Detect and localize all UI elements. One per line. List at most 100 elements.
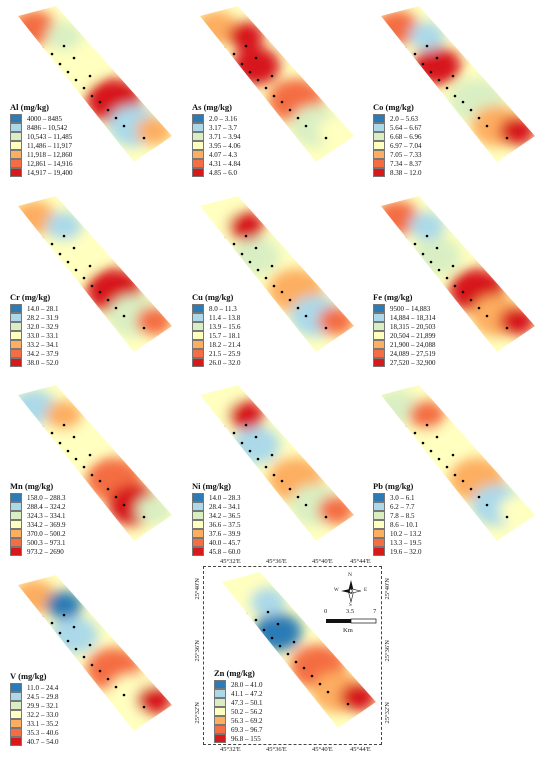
scale-unit: Km	[343, 627, 353, 634]
sample-point	[469, 298, 473, 302]
legend-item: 8.0 – 11.3	[192, 304, 302, 313]
legend-label: 973.2 – 2690	[27, 547, 64, 556]
legend-label: 7.8 – 8.5	[390, 511, 415, 520]
sample-point	[88, 643, 92, 647]
sample-point	[232, 431, 236, 435]
legend-item: 35.3 – 40.6	[10, 728, 120, 737]
sample-point	[421, 441, 425, 445]
sample-point	[413, 431, 417, 435]
lon-label-top-1: 45°32'E	[220, 558, 241, 565]
legend-item: 13.9 – 15.6	[192, 322, 302, 331]
legend-item: 158.0 – 288.3	[10, 493, 120, 502]
sample-point	[50, 431, 54, 435]
legend-item: 3.0 – 6.1	[373, 493, 483, 502]
legend-item: 33.0 – 33.1	[10, 331, 120, 340]
sample-point	[505, 136, 509, 140]
legend-item: 4.85 – 6.0	[192, 168, 302, 177]
legend-swatch	[373, 529, 385, 538]
legend-swatch	[10, 340, 22, 349]
legend-swatch	[10, 322, 22, 331]
sample-point	[90, 663, 94, 667]
sample-point	[114, 116, 118, 120]
sample-point	[469, 108, 473, 112]
legend-label: 35.3 – 40.6	[27, 728, 59, 737]
sample-point	[122, 124, 126, 128]
legend-title: Pb (mg/kg)	[373, 481, 414, 491]
legend-item: 36.6 – 37.5	[192, 520, 302, 529]
legend-item: 20,504 – 21,899	[373, 331, 483, 340]
legend: Al (mg/kg) 4000 – 8485 8486 – 10,542 10,543…	[10, 102, 120, 177]
legend-swatch	[10, 132, 22, 141]
sample-point	[90, 94, 94, 98]
legend-title: Co (mg/kg)	[373, 102, 414, 112]
legend-item: 50.2 – 56.2	[214, 707, 324, 716]
sample-point	[114, 495, 118, 499]
interpolation-map	[18, 6, 172, 162]
sample-point	[324, 326, 328, 330]
legend-item: 27,520 – 32,900	[373, 358, 483, 367]
legend-swatch	[10, 304, 22, 313]
legend-label: 13.9 – 15.6	[209, 322, 241, 331]
legend-item: 14.0 – 28.1	[10, 304, 120, 313]
sample-point	[453, 473, 457, 477]
sample-point	[240, 252, 244, 256]
legend: V (mg/kg) 11.0 – 24.4 24.5 – 29.8 29.9 – 32…	[10, 671, 120, 746]
sample-point	[142, 326, 146, 330]
legend-label: 14.0 – 28.3	[209, 493, 241, 502]
sample-point	[222, 46, 226, 50]
legend-item: 3.95 – 4.06	[192, 141, 302, 150]
legend-item: 41.1 – 47.2	[214, 689, 324, 698]
legend-label: 6.97 – 7.04	[390, 141, 422, 150]
legend-label: 21,900 – 24,088	[390, 340, 436, 349]
legend-swatch	[10, 123, 22, 132]
legend-label: 6.68 – 6.96	[390, 132, 422, 141]
sample-point	[445, 276, 449, 280]
value-zone	[409, 21, 445, 51]
sample-point	[142, 136, 146, 140]
legend-label: 41.1 – 47.2	[231, 689, 263, 698]
map-panel-cu: Cu (mg/kg) 8.0 – 11.3 11.4 – 13.8 13.9 – 15…	[186, 196, 356, 374]
sample-point	[453, 284, 457, 288]
legend-item: 324.3 – 334.1	[10, 511, 120, 520]
legend-label: 10,543 – 11,485	[27, 132, 73, 141]
legend-item: 40.0 – 45.7	[192, 538, 302, 547]
legend-swatch	[10, 313, 22, 322]
interpolation-map	[18, 196, 172, 352]
legend-item: 18.2 – 21.4	[192, 340, 302, 349]
value-zone	[46, 590, 82, 620]
sample-point	[288, 487, 292, 491]
legend-label: 27,520 – 32,900	[390, 358, 436, 367]
sample-point	[270, 453, 274, 457]
sample-point	[425, 423, 429, 427]
legend-swatch	[10, 511, 22, 520]
legend-label: 3.17 – 3.7	[209, 123, 237, 132]
legend-item: 4.07 – 4.3	[192, 150, 302, 159]
sample-point	[445, 86, 449, 90]
legend-label: 158.0 – 288.3	[27, 493, 66, 502]
value-zone	[413, 236, 461, 276]
legend-label: 6.2 – 7.7	[390, 502, 415, 511]
value-zone	[409, 400, 445, 430]
sample-point	[82, 276, 86, 280]
legend-label: 14.0 – 28.1	[27, 304, 59, 313]
legend-item: 18,315 – 20,503	[373, 322, 483, 331]
legend-label: 11.4 – 13.8	[209, 313, 241, 322]
sample-point	[280, 100, 284, 104]
legend-item: 14,917 – 19,400	[10, 168, 120, 177]
sample-point	[254, 56, 258, 60]
sample-point	[82, 86, 86, 90]
legend-swatch	[192, 123, 204, 132]
sample-point	[278, 644, 282, 648]
legend-item: 40.7 – 54.0	[10, 737, 120, 746]
legend-swatch	[373, 511, 385, 520]
legend-title: Fe (mg/kg)	[373, 292, 413, 302]
legend-swatch	[192, 493, 204, 502]
map-panel-cr: Cr (mg/kg) 14.0 – 28.1 28.2 – 31.9 32.0 – 3…	[4, 196, 174, 374]
map-panel-fe: Fe (mg/kg) 9500 – 14,883 14,884 – 18,314 18…	[367, 196, 537, 374]
legend-swatch	[10, 710, 22, 719]
sample-point	[72, 56, 76, 60]
sample-point	[244, 612, 248, 616]
legend-item: 288.4 – 324.2	[10, 502, 120, 511]
legend-swatch	[373, 538, 385, 547]
sample-point	[264, 86, 268, 90]
